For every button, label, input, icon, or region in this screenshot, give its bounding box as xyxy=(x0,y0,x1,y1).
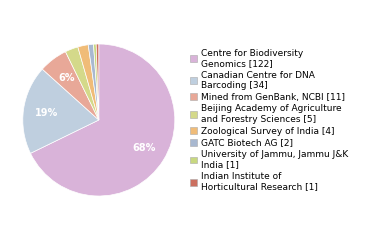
Wedge shape xyxy=(96,44,99,120)
Wedge shape xyxy=(23,69,99,153)
Text: 68%: 68% xyxy=(132,143,155,153)
Wedge shape xyxy=(78,45,99,120)
Text: 6%: 6% xyxy=(59,72,75,83)
Wedge shape xyxy=(30,44,175,196)
Wedge shape xyxy=(65,47,99,120)
Wedge shape xyxy=(88,44,99,120)
Legend: Centre for Biodiversity
Genomics [122], Canadian Centre for DNA
Barcoding [34], : Centre for Biodiversity Genomics [122], … xyxy=(190,48,348,192)
Wedge shape xyxy=(93,44,99,120)
Text: 19%: 19% xyxy=(35,108,58,118)
Wedge shape xyxy=(42,52,99,120)
